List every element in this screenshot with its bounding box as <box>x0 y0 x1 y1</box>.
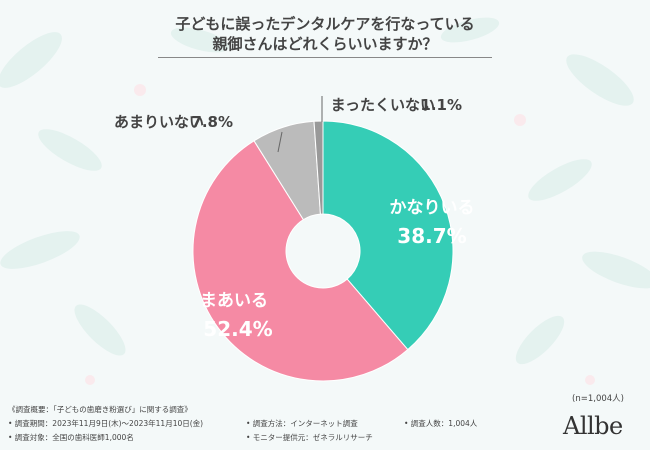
slice-value-maa-iru: 52.4% <box>203 317 272 341</box>
chart-title-line-2: 親御さんはどれくらいいますか？ <box>212 35 438 53</box>
survey-summary: 《調査概要：「子どもの歯磨き粉選び」に関する調査》 <box>8 405 192 414</box>
slice-label-amari-inai: あまりいない <box>114 113 204 131</box>
sample-size: (n=1,004人) <box>572 394 624 404</box>
chart-title-line-1: 子どもに誤ったデンタルケアを行なっている <box>175 15 475 33</box>
brand-logo: Allbe <box>563 412 623 440</box>
monitor-provider: • モニター提供元：ゼネラルリサーチ <box>246 433 373 442</box>
leader-line-amari-inai <box>277 131 283 153</box>
survey-count: • 調査人数：1,004人 <box>404 419 478 428</box>
slice-label-kanari-iru: かなりいる <box>390 198 475 218</box>
title-divider <box>158 57 492 58</box>
slice-label-maa-iru: まあいる <box>200 291 268 311</box>
slice-mattaku-inai <box>313 120 324 215</box>
survey-method: • 調査方法：インターネット調査 <box>246 419 358 428</box>
slice-maa-iru <box>192 140 409 382</box>
slice-value-amari-inai: 7.8% <box>191 113 233 131</box>
slice-label-mattaku-inai: まったくいない <box>331 96 435 114</box>
survey-target: • 調査対象：全国の歯科医師1,000名 <box>8 433 134 442</box>
slice-kanari-iru <box>322 120 454 351</box>
slice-value-kanari-iru: 38.7% <box>397 224 466 248</box>
survey-period: • 調査期間：2023年11月9日(木)～2023年11月10日(金) <box>8 419 204 428</box>
slice-value-mattaku-inai: 1.1% <box>420 96 462 114</box>
